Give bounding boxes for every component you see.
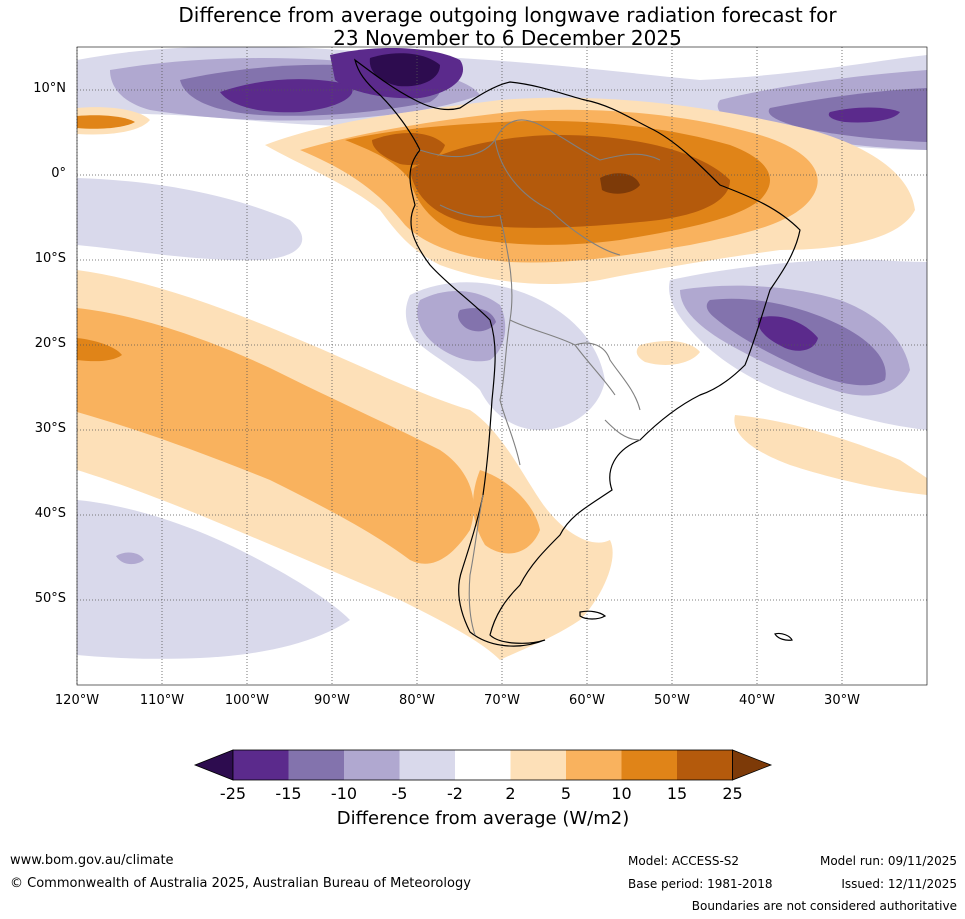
equatorial-extreme-orange — [600, 173, 640, 194]
lon-tick-110w: 110°W — [139, 693, 185, 708]
colorbar-label-2: 2 — [505, 784, 516, 803]
colorbar-box-3 — [344, 750, 400, 780]
colorbar-box-4 — [399, 750, 455, 780]
colorbar-box-6 — [510, 750, 566, 780]
colorbar-label-neg25: -25 — [219, 784, 247, 803]
map-title-line2: 23 November to 6 December 2025 — [333, 26, 682, 50]
lat-tick-equator: 0° — [51, 166, 66, 181]
footer-issued: Issued: 12/11/2025 — [841, 877, 957, 891]
footer-disclaimer: Boundaries are not considered authoritat… — [691, 899, 957, 913]
colorbar-box-2 — [288, 750, 344, 780]
colorbar-box-7 — [566, 750, 622, 780]
colorbar-label-25: 25 — [722, 784, 743, 803]
south-america-coastline — [354, 58, 801, 647]
lat-tick-30s: 30°S — [34, 421, 66, 436]
footer-copyright: © Commonwealth of Australia 2025, Austra… — [10, 876, 471, 891]
colorbar-box-8 — [621, 750, 677, 780]
atlantic-strong-purple — [828, 107, 900, 123]
south-georgia-coastline — [774, 632, 793, 641]
colorbar-label-10: 10 — [611, 784, 632, 803]
lon-tick-60w: 60°W — [569, 693, 605, 708]
lon-tick-120w: 120°W — [54, 693, 100, 708]
colorbar-label-neg2: -2 — [447, 784, 463, 803]
country-borders — [419, 119, 661, 636]
south-atlantic-strong-purple — [757, 316, 818, 351]
footer-model-run: Model run: 09/11/2025 — [819, 854, 957, 868]
lon-tick-70w: 70°W — [484, 693, 520, 708]
caribbean-extreme-purple — [369, 53, 440, 87]
colorbar-box-1 — [233, 750, 289, 780]
southwest-light-purple-spot — [116, 552, 144, 565]
lon-tick-50w: 50°W — [654, 693, 690, 708]
colorbar-label-neg10: -10 — [330, 784, 358, 803]
south-pacific-light-orange — [77, 308, 474, 564]
colorbar-box-9 — [677, 750, 733, 780]
lon-tick-30w: 30°W — [824, 693, 860, 708]
lat-tick-50s: 50°S — [34, 591, 66, 606]
pampas-pale-orange — [636, 340, 700, 365]
colorbar-title: Difference from average (W/m2) — [336, 808, 630, 829]
colorbar-label-5: 5 — [560, 784, 572, 803]
andes-light-purple — [417, 290, 506, 362]
colorbar-box-5 — [455, 750, 511, 780]
lon-tick-80w: 80°W — [399, 693, 435, 708]
colorbar-label-neg5: -5 — [391, 784, 408, 803]
footer-model: Model: ACCESS-S2 — [628, 854, 740, 868]
andes-mid-purple — [458, 308, 496, 332]
equatorial-strong-orange-central — [410, 135, 730, 228]
lat-tick-10n: 10°N — [33, 81, 66, 96]
map-title-line1: Difference from average outgoing longwav… — [178, 3, 837, 27]
falklands-coastline — [579, 610, 607, 620]
lat-tick-40s: 40°S — [34, 506, 66, 521]
lat-tick-10s: 10°S — [34, 251, 66, 266]
south-pacific-mid-orange — [77, 338, 122, 362]
colorbar-high-extend — [732, 749, 773, 781]
lon-tick-40w: 40°W — [739, 693, 775, 708]
lon-tick-90w: 90°W — [314, 693, 350, 708]
colorbar-label-15: 15 — [666, 784, 688, 803]
north-strong-purple-core — [220, 79, 353, 113]
south-atlantic-pale-orange — [734, 415, 927, 495]
equatorial-strong-orange-west — [372, 133, 445, 166]
patagonia-light-orange — [473, 470, 540, 554]
lon-tick-100w: 100°W — [224, 693, 270, 708]
lat-tick-20s: 20°S — [34, 336, 66, 351]
east-pacific-pale-purple — [77, 178, 303, 261]
northwest-mid-orange-strip — [77, 115, 135, 129]
colorbar-label-neg15: -15 — [275, 784, 302, 803]
map-title: Difference from average outgoing longwav… — [0, 4, 965, 50]
footer-base-period: Base period: 1981-2018 — [628, 877, 773, 891]
colorbar-low-extend — [193, 749, 234, 781]
footer-website[interactable]: www.bom.gov.au/climate — [10, 853, 174, 868]
southwest-pale-purple — [77, 500, 350, 659]
